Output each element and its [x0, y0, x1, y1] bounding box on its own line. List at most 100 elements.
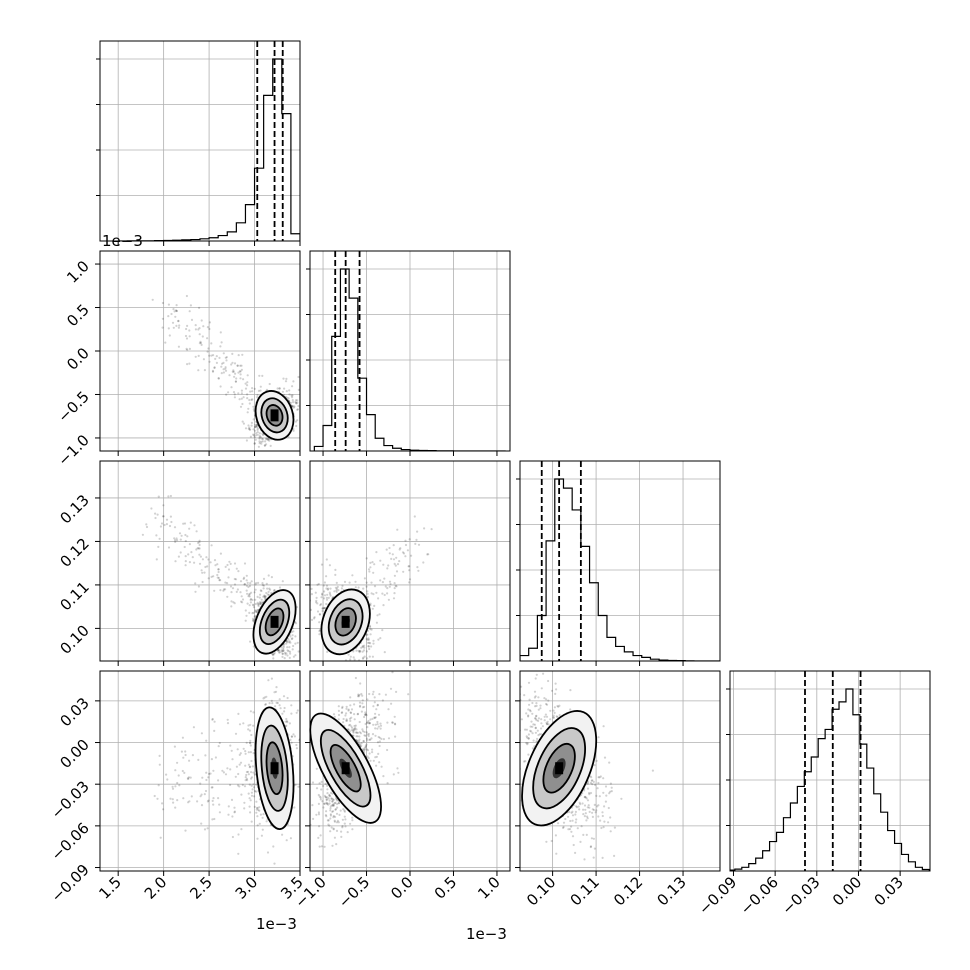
scatter-point: [211, 370, 215, 373]
scatter-point: [192, 726, 195, 729]
scatter-point: [241, 353, 244, 356]
scatter-point: [332, 803, 335, 806]
scatter-point: [390, 702, 393, 705]
scatter-point: [198, 333, 201, 336]
scatter-point: [258, 822, 261, 825]
scatter-point: [230, 749, 233, 752]
scatter-point: [278, 704, 281, 707]
scatter-point: [245, 777, 248, 780]
scatter-point: [180, 750, 183, 753]
scatter-point: [323, 590, 326, 593]
scatter-point: [295, 402, 298, 405]
scatter-point: [249, 811, 252, 814]
scatter-point: [276, 701, 279, 705]
scatter-point: [368, 624, 372, 628]
scatter-point: [176, 799, 179, 802]
scatter-point: [256, 609, 259, 612]
scatter-point: [292, 406, 295, 409]
scatter-point: [197, 547, 200, 550]
scatter-point: [186, 777, 189, 780]
scatter-point: [302, 398, 304, 400]
scatter-point: [381, 629, 384, 632]
scatter-point: [250, 398, 253, 401]
scatter-point: [154, 512, 157, 515]
scatter-point: [222, 371, 225, 374]
scatter-point: [252, 405, 255, 408]
scatter-point: [256, 396, 259, 399]
scatter-point: [270, 677, 273, 680]
scatter-point: [281, 655, 284, 659]
scatter-point: [369, 561, 372, 565]
scatter-point: [365, 581, 368, 584]
scatter-point: [185, 337, 189, 340]
scatter-point: [158, 754, 161, 758]
scatter-point: [343, 580, 347, 584]
scatter-point: [189, 521, 192, 524]
scatter-point: [303, 645, 305, 647]
scatter-point: [233, 806, 236, 809]
scatter-point: [226, 563, 229, 567]
scatter-point: [287, 397, 290, 400]
scatter-point: [183, 771, 186, 775]
scatter-point: [245, 773, 248, 777]
scatter-point: [166, 778, 169, 781]
scatter-point: [362, 587, 365, 590]
scatter-point: [244, 427, 248, 430]
scatter-point: [255, 800, 258, 803]
scatter-point: [430, 528, 433, 531]
scatter-point: [535, 715, 538, 718]
scatter-point: [256, 807, 259, 810]
scatter-point: [188, 800, 191, 803]
scatter-point: [317, 582, 320, 586]
scatter-point: [249, 742, 252, 745]
scatter-point: [383, 593, 386, 597]
scatter-point: [317, 836, 320, 840]
scatter-point: [358, 663, 360, 665]
scatter-point: [268, 382, 271, 386]
scatter-point: [281, 580, 284, 583]
scatter-point: [283, 710, 286, 713]
scatter-point: [315, 787, 319, 790]
scatter-point: [366, 592, 369, 596]
scatter-point: [320, 788, 323, 791]
scatter-point: [329, 587, 332, 590]
scatter-point: [260, 442, 263, 445]
scatter-point: [219, 345, 222, 348]
scatter-point: [268, 587, 271, 590]
scatter-point: [210, 575, 213, 579]
scatter-point: [384, 585, 387, 588]
scatter-point: [253, 790, 257, 793]
scatter-point: [233, 577, 236, 581]
scatter-point: [303, 393, 305, 395]
scatter-point: [277, 649, 281, 652]
scatter-point: [426, 553, 429, 556]
scatter-point: [337, 802, 340, 805]
scatter-point: [174, 806, 177, 809]
scatter-point: [213, 589, 216, 592]
scatter-point: [289, 652, 292, 655]
scatter-point: [198, 553, 201, 556]
scatter-point: [222, 771, 225, 774]
scatter-point: [374, 723, 377, 726]
scatter-point: [217, 797, 220, 800]
scatter-point: [317, 793, 320, 797]
scatter-point: [323, 794, 326, 798]
scatter-point: [248, 604, 251, 607]
scatter-point: [366, 657, 369, 660]
scatter-point: [296, 408, 299, 411]
scatter-point: [233, 811, 236, 814]
density-peak: [270, 762, 279, 775]
scatter-point: [294, 654, 297, 657]
scatter-point: [208, 327, 211, 331]
scatter-point: [238, 753, 241, 757]
scatter-point: [256, 815, 259, 818]
scatter-point: [310, 587, 313, 591]
scatter-point: [252, 786, 256, 789]
scatter-point: [334, 801, 337, 804]
scatter-point: [371, 607, 374, 610]
scatter-point: [170, 312, 173, 316]
scatter-point: [216, 573, 219, 577]
scatter-point: [248, 592, 251, 596]
scatter-point: [257, 603, 260, 606]
scatter-point: [145, 525, 149, 529]
